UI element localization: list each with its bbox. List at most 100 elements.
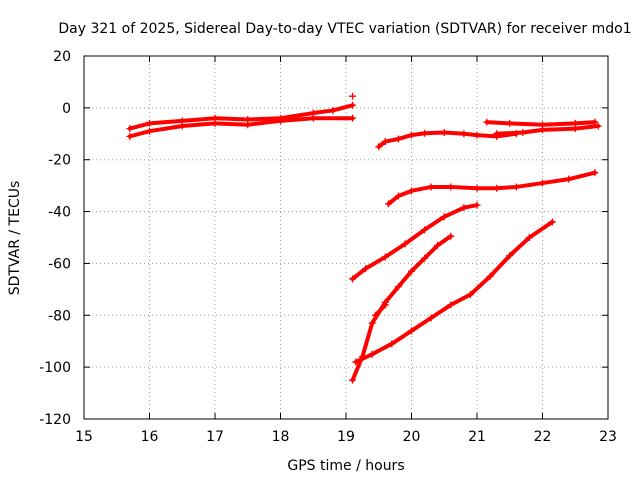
data-point-marker — [126, 125, 134, 133]
y-tick-label: -20 — [48, 153, 71, 169]
x-tick-label: 20 — [403, 429, 421, 445]
x-axis-label: GPS time / hours — [287, 458, 404, 474]
data-point-marker — [493, 184, 501, 192]
data-point-marker — [483, 118, 491, 126]
y-tick-label: -60 — [48, 256, 71, 272]
series-line-track-c-lower — [494, 124, 601, 136]
data-point-marker — [421, 254, 429, 262]
data-point-marker — [408, 131, 415, 139]
series-track-c-lower — [494, 124, 601, 136]
data-point-marker — [548, 218, 556, 226]
x-tick-label: 15 — [75, 429, 93, 445]
data-point-marker — [447, 301, 455, 309]
data-point-marker — [394, 283, 402, 291]
data-point-marker — [591, 169, 599, 177]
series-line-track-a-lower — [127, 116, 355, 139]
series-line-track-h — [373, 302, 388, 318]
data-point-marker — [519, 128, 527, 136]
data-point-marker — [460, 204, 468, 212]
data-point-marker — [349, 114, 357, 122]
data-point-marker — [473, 184, 481, 192]
data-point-marker — [493, 130, 501, 138]
data-point-marker — [349, 92, 357, 100]
data-point-marker — [349, 101, 357, 109]
data-point-marker — [146, 119, 153, 127]
data-point-marker — [408, 187, 415, 195]
y-tick-label: -80 — [48, 308, 71, 324]
data-point-marker — [473, 201, 481, 209]
data-point-marker — [394, 135, 402, 143]
data-point-marker — [244, 121, 252, 129]
data-point-marker — [368, 350, 376, 358]
x-tick-label: 17 — [206, 429, 224, 445]
series-track-h — [373, 302, 388, 318]
series-track-b — [376, 130, 519, 149]
data-point-marker — [440, 128, 448, 136]
data-point-marker — [375, 143, 383, 151]
data-point-marker — [571, 125, 579, 133]
x-tick-label: 19 — [337, 429, 355, 445]
data-point-marker — [427, 183, 435, 191]
series-track-e — [350, 203, 479, 281]
data-point-marker — [466, 291, 474, 299]
data-point-marker — [362, 265, 370, 273]
data-point-marker — [146, 127, 153, 135]
series-line-track-b — [376, 130, 519, 149]
series-line-track-e — [350, 203, 479, 281]
y-axis-label: SDTVAR / TECUs — [7, 181, 23, 296]
y-tick-label: 20 — [53, 49, 71, 65]
data-point-marker — [594, 122, 602, 130]
y-axis-ticks: -120 -100 -80 -60 -40 -20 0 20 — [39, 49, 608, 428]
data-point-marker — [408, 267, 415, 275]
data-point-marker — [506, 119, 514, 127]
y-tick-label: -40 — [48, 205, 71, 221]
data-point-marker — [421, 226, 429, 234]
data-points — [126, 92, 602, 384]
data-point-marker — [381, 138, 389, 146]
data-point-marker — [385, 200, 393, 208]
data-point-marker — [539, 126, 546, 134]
x-tick-label: 21 — [468, 429, 486, 445]
data-point-marker — [473, 131, 481, 139]
x-tick-label: 18 — [272, 429, 290, 445]
data-point-marker — [368, 319, 376, 327]
data-point-marker — [277, 117, 284, 125]
data-point-marker — [525, 234, 533, 241]
data-point-marker — [349, 376, 357, 384]
data-point-marker — [381, 253, 389, 261]
chart-title: Day 321 of 2025, Sidereal Day-to-day VTE… — [58, 21, 631, 37]
y-tick-label: -100 — [39, 360, 71, 376]
y-tick-label: -120 — [39, 412, 71, 428]
data-point-marker — [539, 179, 546, 187]
data-point-marker — [309, 114, 317, 122]
data-point-marker — [512, 183, 520, 191]
y-tick-label: 0 — [62, 101, 71, 117]
series-line-track-g — [353, 219, 555, 364]
data-point-marker — [388, 340, 396, 348]
data-point-marker — [460, 130, 468, 138]
data-point-marker — [329, 106, 337, 114]
data-point-marker — [371, 311, 379, 319]
data-point-marker — [349, 275, 357, 283]
data-point-marker — [440, 213, 448, 221]
series-track-g — [353, 219, 555, 364]
data-point-marker — [126, 132, 134, 140]
data-point-marker — [211, 119, 219, 127]
x-tick-label: 23 — [599, 429, 617, 445]
x-tick-label: 16 — [141, 429, 159, 445]
data-point-marker — [421, 129, 429, 137]
data-point-marker — [486, 272, 494, 280]
data-point-marker — [506, 252, 514, 260]
series-track-a-lower — [127, 116, 355, 139]
data-point-marker — [381, 301, 389, 309]
data-point-marker — [434, 241, 442, 249]
series-track-d — [386, 170, 597, 206]
data-point-marker — [408, 327, 415, 335]
data-point-marker — [565, 175, 573, 183]
data-point-marker — [447, 183, 455, 191]
data-point-marker — [178, 122, 186, 130]
data-point-marker — [447, 232, 455, 240]
data-point-marker — [394, 192, 402, 200]
data-point-marker — [427, 314, 435, 322]
